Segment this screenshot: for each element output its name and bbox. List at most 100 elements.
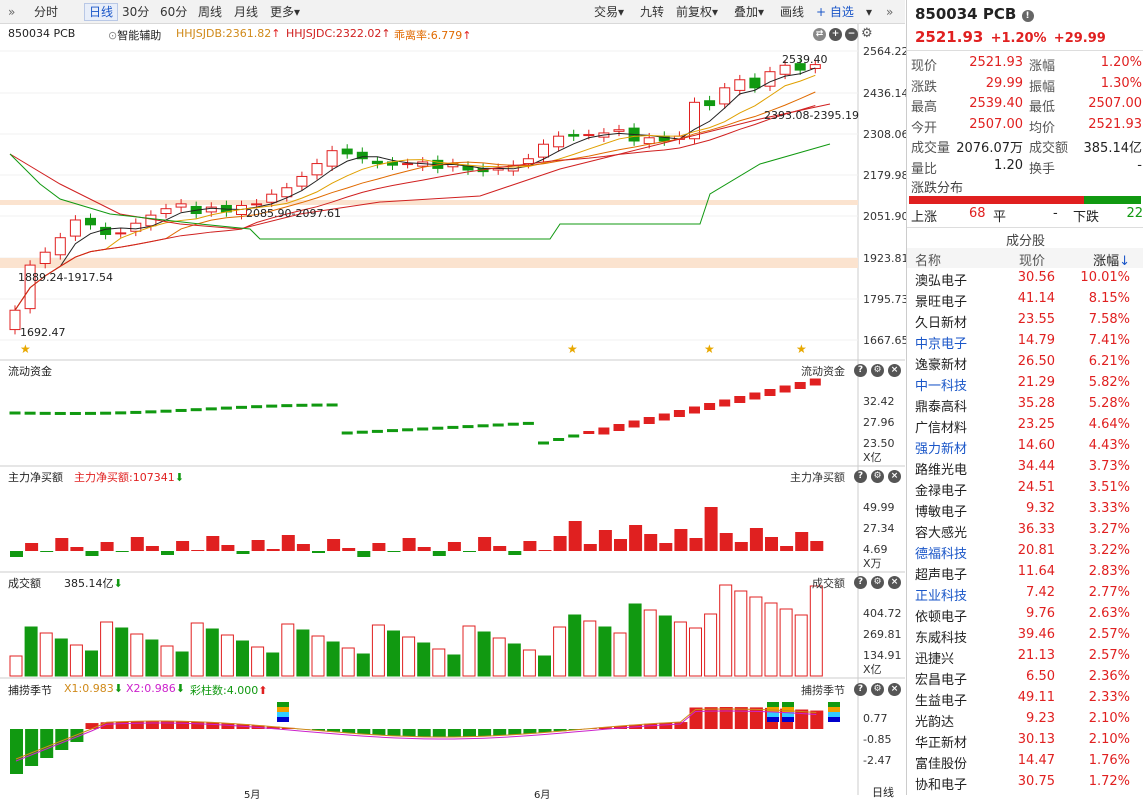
info-icon[interactable]: ! bbox=[1022, 10, 1034, 22]
close-icon[interactable]: × bbox=[888, 683, 901, 696]
component-pct: 5.28% bbox=[1089, 396, 1130, 411]
kline-chart-area[interactable]: 850034 PCB ⊙智能辅助 HHJSJDB:2361.82↑ HHJSJD… bbox=[0, 24, 905, 795]
tab-daily[interactable]: 日线 bbox=[84, 3, 118, 21]
zoom-in-icon[interactable]: + bbox=[829, 28, 842, 41]
volume-bar bbox=[342, 648, 354, 676]
help-icon[interactable]: ? bbox=[854, 470, 867, 483]
settings-icon[interactable]: ⚙ bbox=[861, 26, 873, 41]
flow-mark bbox=[86, 412, 96, 414]
close-icon[interactable]: × bbox=[888, 576, 901, 589]
compare-icon[interactable]: ⇄ bbox=[813, 28, 826, 41]
more-dropdown[interactable]: 更多▾ bbox=[266, 3, 304, 21]
help-icon[interactable]: ? bbox=[854, 576, 867, 589]
volume-bar bbox=[508, 644, 520, 676]
flow-axis-label: 27.96 bbox=[863, 416, 895, 429]
tab-intraday[interactable]: 分时 bbox=[30, 3, 62, 21]
netbuy-bar bbox=[584, 544, 597, 551]
dist-down-label: 下跌 bbox=[1073, 206, 1099, 225]
component-pct: 2.77% bbox=[1089, 585, 1130, 600]
col-price[interactable]: 现价 bbox=[1019, 250, 1045, 269]
trade-dropdown[interactable]: 交易▾ bbox=[590, 3, 628, 21]
quote-label: 今开 bbox=[911, 117, 937, 136]
tab-60min[interactable]: 60分 bbox=[156, 3, 191, 21]
jiuzhuan-button[interactable]: 九转 bbox=[636, 3, 668, 21]
candle-body bbox=[146, 215, 156, 226]
netbuy-bar bbox=[735, 542, 748, 551]
volume-bar bbox=[221, 635, 233, 676]
close-icon[interactable]: × bbox=[888, 364, 901, 377]
flow-mark bbox=[644, 418, 654, 424]
tab-monthly[interactable]: 月线 bbox=[230, 3, 262, 21]
settings-icon[interactable]: ⚙ bbox=[871, 683, 884, 696]
netbuy-bar bbox=[252, 540, 265, 551]
draw-button[interactable]: 画线 bbox=[776, 3, 808, 21]
component-price: 39.46 bbox=[1018, 627, 1055, 642]
component-name: 金禄电子 bbox=[915, 480, 967, 499]
settings-icon[interactable]: ⚙ bbox=[871, 364, 884, 377]
volume-bar bbox=[297, 630, 309, 676]
settings-icon[interactable]: ⚙ bbox=[871, 576, 884, 589]
mainbuy-axis-label: 49.99 bbox=[863, 501, 895, 514]
component-pct: 2.57% bbox=[1089, 627, 1130, 642]
adjust-dropdown[interactable]: 前复权▾ bbox=[672, 3, 722, 21]
netbuy-bar bbox=[40, 551, 53, 552]
volume-bar bbox=[282, 624, 294, 676]
quote-value: 2507.00 bbox=[1088, 96, 1142, 111]
smart-assist-toggle[interactable]: ⊙智能辅助 bbox=[108, 27, 161, 43]
add-favorite-button[interactable]: + 自选 bbox=[812, 3, 858, 21]
tab-30min[interactable]: 30分 bbox=[118, 3, 153, 21]
dist-counts: 上涨 68 平 - 下跌 22 bbox=[911, 206, 1143, 224]
close-icon[interactable]: × bbox=[888, 470, 901, 483]
volume-bar bbox=[735, 591, 747, 676]
collapse-icon[interactable]: » bbox=[882, 3, 897, 21]
tab-weekly[interactable]: 周线 bbox=[194, 3, 226, 21]
overlay-dropdown[interactable]: 叠加▾ bbox=[730, 3, 768, 21]
zoom-out-icon[interactable]: − bbox=[845, 28, 858, 41]
help-icon[interactable]: ? bbox=[854, 683, 867, 696]
settings-icon[interactable]: ⚙ bbox=[871, 470, 884, 483]
component-name: 超声电子 bbox=[915, 564, 967, 583]
help-icon[interactable]: ? bbox=[854, 364, 867, 377]
volume-right-title: 成交额 bbox=[812, 575, 845, 591]
volume-bar bbox=[312, 636, 324, 676]
kline-chart-svg[interactable] bbox=[0, 24, 905, 795]
fav-dropdown-icon[interactable]: ▾ bbox=[862, 3, 876, 21]
volume-bar bbox=[448, 655, 460, 676]
volume-bar bbox=[418, 643, 430, 676]
flow-mark bbox=[810, 379, 820, 385]
col-name[interactable]: 名称 bbox=[915, 250, 941, 269]
netbuy-bar bbox=[493, 546, 506, 551]
expand-icon[interactable]: » bbox=[4, 3, 19, 21]
flow-mark bbox=[70, 412, 80, 414]
netbuy-bar bbox=[282, 535, 295, 551]
volume-bar bbox=[569, 615, 581, 676]
col-pct[interactable]: 涨幅↓ bbox=[1093, 250, 1130, 269]
quote-value: 385.14亿 bbox=[1084, 137, 1143, 156]
